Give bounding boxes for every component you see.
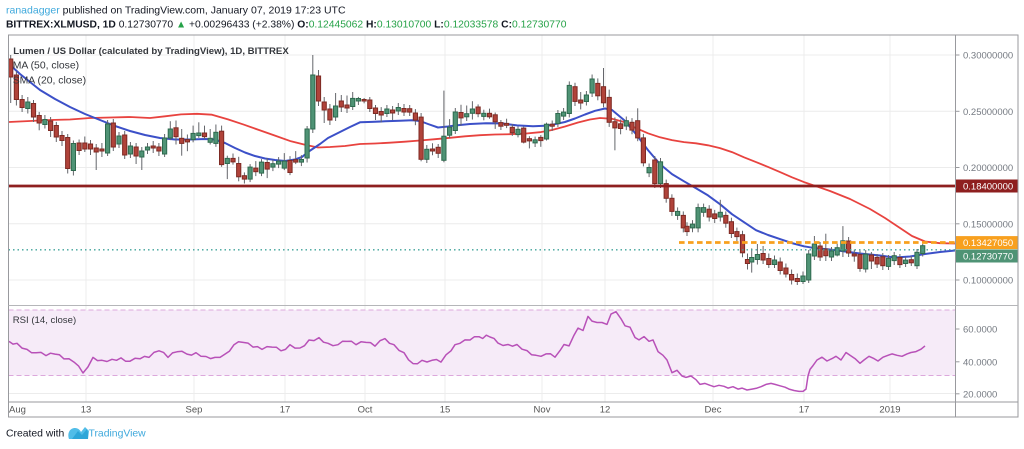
svg-text:17: 17 [799, 405, 810, 416]
svg-text:2019: 2019 [879, 405, 900, 416]
svg-text:0.25000000: 0.25000000 [963, 107, 1013, 118]
svg-text:Aug: Aug [9, 405, 26, 416]
svg-text:SMA (20, close): SMA (20, close) [13, 75, 86, 86]
svg-text:15: 15 [440, 405, 451, 416]
svg-text:TradingView: TradingView [89, 429, 147, 440]
svg-text:0.20000000: 0.20000000 [963, 163, 1013, 174]
svg-text:0.13427050: 0.13427050 [963, 238, 1013, 249]
svg-text:0.12730770: 0.12730770 [963, 252, 1013, 263]
svg-text:ranadagger published on Tradin: ranadagger published on TradingView.com,… [6, 5, 346, 17]
svg-text:MA (50, close): MA (50, close) [13, 60, 79, 71]
svg-text:17: 17 [280, 405, 291, 416]
svg-text:12: 12 [600, 405, 611, 416]
svg-text:13: 13 [81, 405, 92, 416]
svg-text:60.0000: 60.0000 [963, 325, 997, 336]
svg-text:RSI (14, close): RSI (14, close) [13, 315, 76, 326]
svg-text:Lumen / US Dollar (calculated: Lumen / US Dollar (calculated by Trading… [13, 46, 289, 57]
svg-text:Oct: Oct [358, 405, 373, 416]
svg-text:Sep: Sep [186, 405, 203, 416]
svg-text:Created with: Created with [6, 429, 65, 440]
svg-text:40.0000: 40.0000 [963, 357, 997, 368]
svg-text:Dec: Dec [705, 405, 722, 416]
svg-text:0.18400000: 0.18400000 [963, 182, 1013, 193]
svg-text:20.0000: 20.0000 [963, 389, 997, 400]
svg-text:0.15000000: 0.15000000 [963, 219, 1013, 230]
svg-text:BITTREX:XLMUSD, 1D 0.12730770: BITTREX:XLMUSD, 1D 0.12730770 ▲ +0.00296… [6, 20, 567, 31]
svg-text:0.10000000: 0.10000000 [963, 276, 1013, 287]
svg-text:0.30000000: 0.30000000 [963, 51, 1013, 62]
svg-text:Nov: Nov [534, 405, 551, 416]
